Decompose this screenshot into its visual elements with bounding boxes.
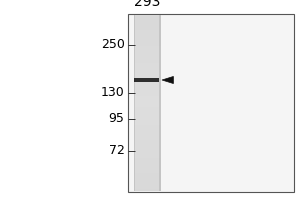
Bar	[134, 189, 160, 191]
Bar	[134, 178, 160, 180]
Bar	[134, 171, 160, 173]
Bar	[134, 101, 160, 103]
Bar	[134, 15, 160, 17]
Bar	[134, 184, 160, 187]
Bar	[134, 160, 160, 162]
Bar	[134, 165, 160, 167]
Bar	[134, 35, 160, 37]
Bar	[134, 125, 160, 127]
Bar	[159, 15, 160, 191]
Bar	[134, 61, 160, 63]
Bar	[134, 66, 160, 68]
Bar	[134, 136, 160, 138]
Text: 293: 293	[134, 0, 160, 9]
Bar	[134, 77, 160, 79]
Bar	[134, 39, 160, 41]
Bar	[134, 169, 160, 171]
Bar	[134, 26, 160, 28]
Bar	[134, 107, 160, 110]
Bar	[134, 85, 160, 88]
Bar	[134, 167, 160, 169]
Bar	[134, 41, 160, 44]
Bar	[134, 112, 160, 114]
Bar	[134, 182, 160, 184]
Bar	[134, 78, 159, 82]
Bar	[134, 30, 160, 33]
Bar	[134, 17, 160, 19]
Bar	[134, 28, 160, 30]
Bar	[134, 116, 160, 118]
Bar	[134, 48, 160, 50]
Text: 130: 130	[101, 86, 124, 99]
Bar	[134, 140, 160, 143]
Bar	[134, 15, 135, 191]
Bar	[134, 74, 160, 77]
Bar	[134, 19, 160, 22]
Bar	[134, 145, 160, 147]
Bar	[134, 129, 160, 132]
Bar	[134, 134, 160, 136]
Bar	[134, 158, 160, 160]
Bar	[134, 138, 160, 140]
Bar	[134, 180, 160, 182]
Bar	[134, 22, 160, 24]
Bar	[134, 127, 160, 129]
Bar	[134, 59, 160, 61]
Bar	[134, 173, 160, 176]
Text: 250: 250	[100, 38, 124, 51]
Bar	[134, 121, 160, 123]
Bar	[134, 118, 160, 121]
Bar	[134, 70, 160, 72]
Bar	[134, 176, 160, 178]
Bar	[134, 44, 160, 46]
Bar	[134, 96, 160, 99]
Bar	[134, 99, 160, 101]
Bar	[134, 72, 160, 74]
Bar	[134, 79, 160, 81]
Bar	[134, 90, 160, 92]
Bar	[134, 151, 160, 154]
Bar	[134, 143, 160, 145]
Bar	[134, 81, 160, 83]
Bar	[134, 52, 160, 55]
Bar	[134, 162, 160, 165]
Bar	[134, 156, 160, 158]
Bar	[134, 154, 160, 156]
Bar	[134, 57, 160, 59]
Bar	[134, 33, 160, 35]
Bar	[134, 46, 160, 48]
Bar	[134, 24, 160, 26]
Bar	[134, 123, 160, 125]
Bar	[134, 110, 160, 112]
Bar	[134, 68, 160, 70]
Bar	[134, 50, 160, 52]
Bar	[134, 94, 160, 96]
Bar	[134, 88, 160, 90]
Bar	[134, 63, 160, 66]
Text: 72: 72	[109, 144, 124, 158]
Bar	[134, 37, 160, 39]
Text: 95: 95	[109, 112, 124, 126]
Bar	[128, 14, 294, 192]
Bar	[134, 105, 160, 107]
Bar	[134, 149, 160, 151]
Bar	[134, 147, 160, 149]
Bar	[134, 83, 160, 85]
Bar	[134, 187, 160, 189]
Bar	[134, 114, 160, 116]
Polygon shape	[162, 76, 173, 84]
Bar	[134, 92, 160, 94]
Bar	[134, 132, 160, 134]
Bar	[134, 103, 160, 105]
Bar	[134, 55, 160, 57]
